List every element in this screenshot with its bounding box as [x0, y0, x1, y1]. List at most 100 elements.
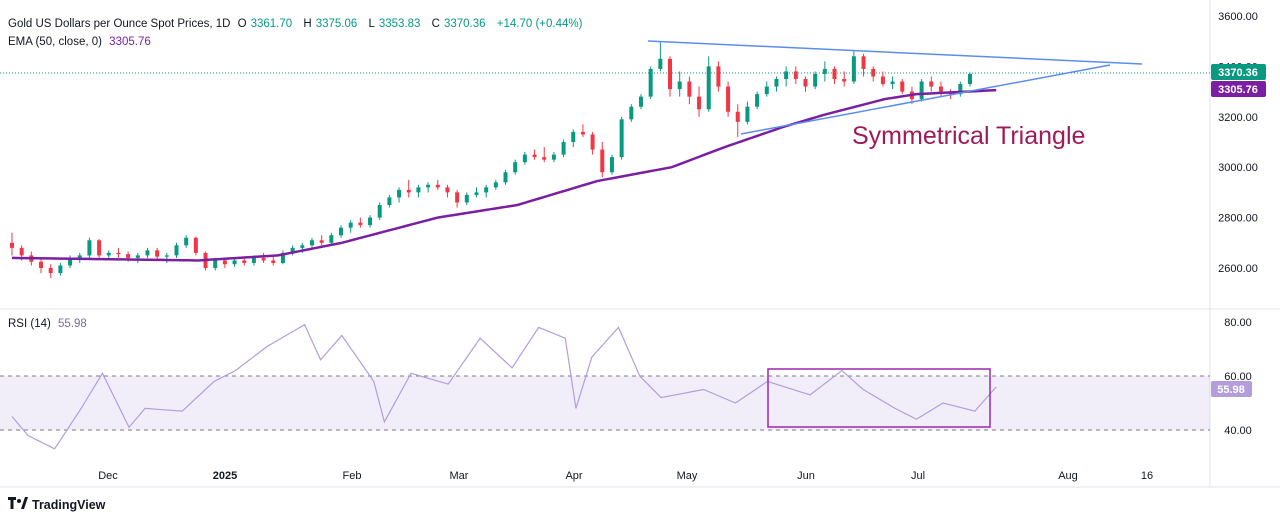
symmetrical-triangle-label[interactable]: Symmetrical Triangle — [852, 122, 1085, 150]
candle-body[interactable] — [242, 260, 247, 263]
candle-body[interactable] — [145, 250, 150, 256]
candle-body[interactable] — [638, 96, 643, 107]
candle-body[interactable] — [900, 81, 905, 92]
candle-body[interactable] — [387, 197, 392, 205]
candle-body[interactable] — [164, 255, 169, 257]
candle-body[interactable] — [629, 106, 634, 120]
triangle-lower-trendline[interactable] — [740, 64, 1111, 135]
candle-body[interactable] — [580, 131, 585, 135]
candle-body[interactable] — [677, 81, 682, 90]
candle-body[interactable] — [135, 255, 140, 258]
candle-body[interactable] — [493, 182, 498, 188]
candle-body[interactable] — [561, 142, 566, 155]
candle-body[interactable] — [445, 187, 450, 193]
candle-body[interactable] — [48, 268, 53, 274]
tradingview-brand[interactable]: TradingView — [8, 497, 105, 512]
symbol-title[interactable]: Gold US Dollars per Ounce Spot Prices, 1… — [8, 18, 231, 30]
candle-body[interactable] — [271, 260, 276, 263]
candle-body[interactable] — [213, 260, 218, 268]
candle-body[interactable] — [542, 157, 547, 160]
candle-body[interactable] — [503, 172, 508, 183]
candle-body[interactable] — [600, 149, 605, 173]
candle-body[interactable] — [319, 240, 324, 243]
candle-body[interactable] — [280, 252, 285, 263]
candle-body[interactable] — [668, 58, 673, 90]
candle-body[interactable] — [464, 194, 469, 203]
candle-body[interactable] — [339, 227, 344, 236]
candle-body[interactable] — [435, 184, 440, 188]
candle-body[interactable] — [590, 134, 595, 150]
candle-body[interactable] — [309, 240, 314, 246]
candle-body[interactable] — [329, 235, 334, 243]
candle-body[interactable] — [426, 184, 431, 188]
candle-body[interactable] — [77, 255, 82, 258]
candle-body[interactable] — [832, 68, 837, 79]
ema-label[interactable]: EMA (50, close, 0) — [8, 36, 102, 48]
candle-body[interactable] — [184, 237, 189, 246]
rsi-highlight-box[interactable] — [767, 368, 991, 428]
candle-body[interactable] — [890, 81, 895, 85]
candle-body[interactable] — [406, 189, 411, 193]
candle-body[interactable] — [19, 247, 24, 256]
candle-body[interactable] — [784, 71, 789, 79]
candle-body[interactable] — [10, 242, 14, 248]
candle-body[interactable] — [155, 250, 160, 257]
candle-body[interactable] — [871, 68, 876, 77]
candle-body[interactable] — [261, 257, 266, 261]
candle-body[interactable] — [348, 222, 353, 228]
candle-body[interactable] — [842, 79, 847, 82]
candle-body[interactable] — [716, 66, 721, 87]
candle-body[interactable] — [571, 131, 576, 142]
candle-body[interactable] — [474, 192, 479, 195]
candle-body[interactable] — [116, 252, 121, 255]
candle-body[interactable] — [551, 154, 556, 160]
candle-body[interactable] — [368, 217, 373, 226]
candle-body[interactable] — [745, 106, 750, 122]
candle-body[interactable] — [126, 254, 131, 258]
candle-body[interactable] — [300, 245, 305, 248]
candle-body[interactable] — [774, 79, 779, 87]
candle-body[interactable] — [861, 56, 866, 69]
candle-body[interactable] — [358, 222, 363, 226]
candle-body[interactable] — [764, 86, 769, 95]
candle-body[interactable] — [377, 205, 382, 218]
candle-body[interactable] — [851, 56, 856, 82]
candle-body[interactable] — [174, 245, 179, 256]
candle-body[interactable] — [522, 154, 527, 163]
candle-body[interactable] — [706, 66, 711, 110]
candle-body[interactable] — [290, 247, 295, 253]
candle-body[interactable] — [648, 68, 653, 97]
candle-body[interactable] — [803, 79, 808, 87]
candle-body[interactable] — [726, 86, 731, 112]
candle-body[interactable] — [793, 71, 798, 79]
candle-body[interactable] — [697, 96, 702, 110]
candle-body[interactable] — [397, 189, 402, 198]
candle-body[interactable] — [938, 86, 943, 92]
candle-body[interactable] — [880, 76, 885, 85]
candle-body[interactable] — [735, 111, 740, 122]
candle-body[interactable] — [513, 162, 518, 173]
candle-body[interactable] — [106, 252, 111, 256]
candle-body[interactable] — [455, 192, 460, 203]
rsi-label[interactable]: RSI (14) — [8, 318, 51, 330]
candle-body[interactable] — [97, 240, 102, 256]
candle-body[interactable] — [251, 257, 256, 263]
candle-body[interactable] — [919, 81, 924, 100]
candle-body[interactable] — [68, 257, 73, 266]
candle-body[interactable] — [755, 94, 760, 107]
triangle-upper-trendline[interactable] — [647, 40, 1143, 65]
candle-body[interactable] — [193, 237, 198, 253]
candle-body[interactable] — [687, 81, 692, 97]
candle-body[interactable] — [822, 68, 827, 74]
candle-body[interactable] — [232, 260, 237, 265]
candle-body[interactable] — [532, 154, 537, 158]
candle-body[interactable] — [87, 240, 92, 256]
candle-body[interactable] — [609, 157, 614, 173]
candle-body[interactable] — [39, 261, 44, 268]
candle-body[interactable] — [484, 187, 489, 193]
candle-body[interactable] — [58, 265, 63, 274]
candle-body[interactable] — [958, 84, 963, 95]
candle-body[interactable] — [658, 58, 663, 69]
candle-body[interactable] — [222, 260, 227, 265]
candle-body[interactable] — [619, 119, 624, 158]
